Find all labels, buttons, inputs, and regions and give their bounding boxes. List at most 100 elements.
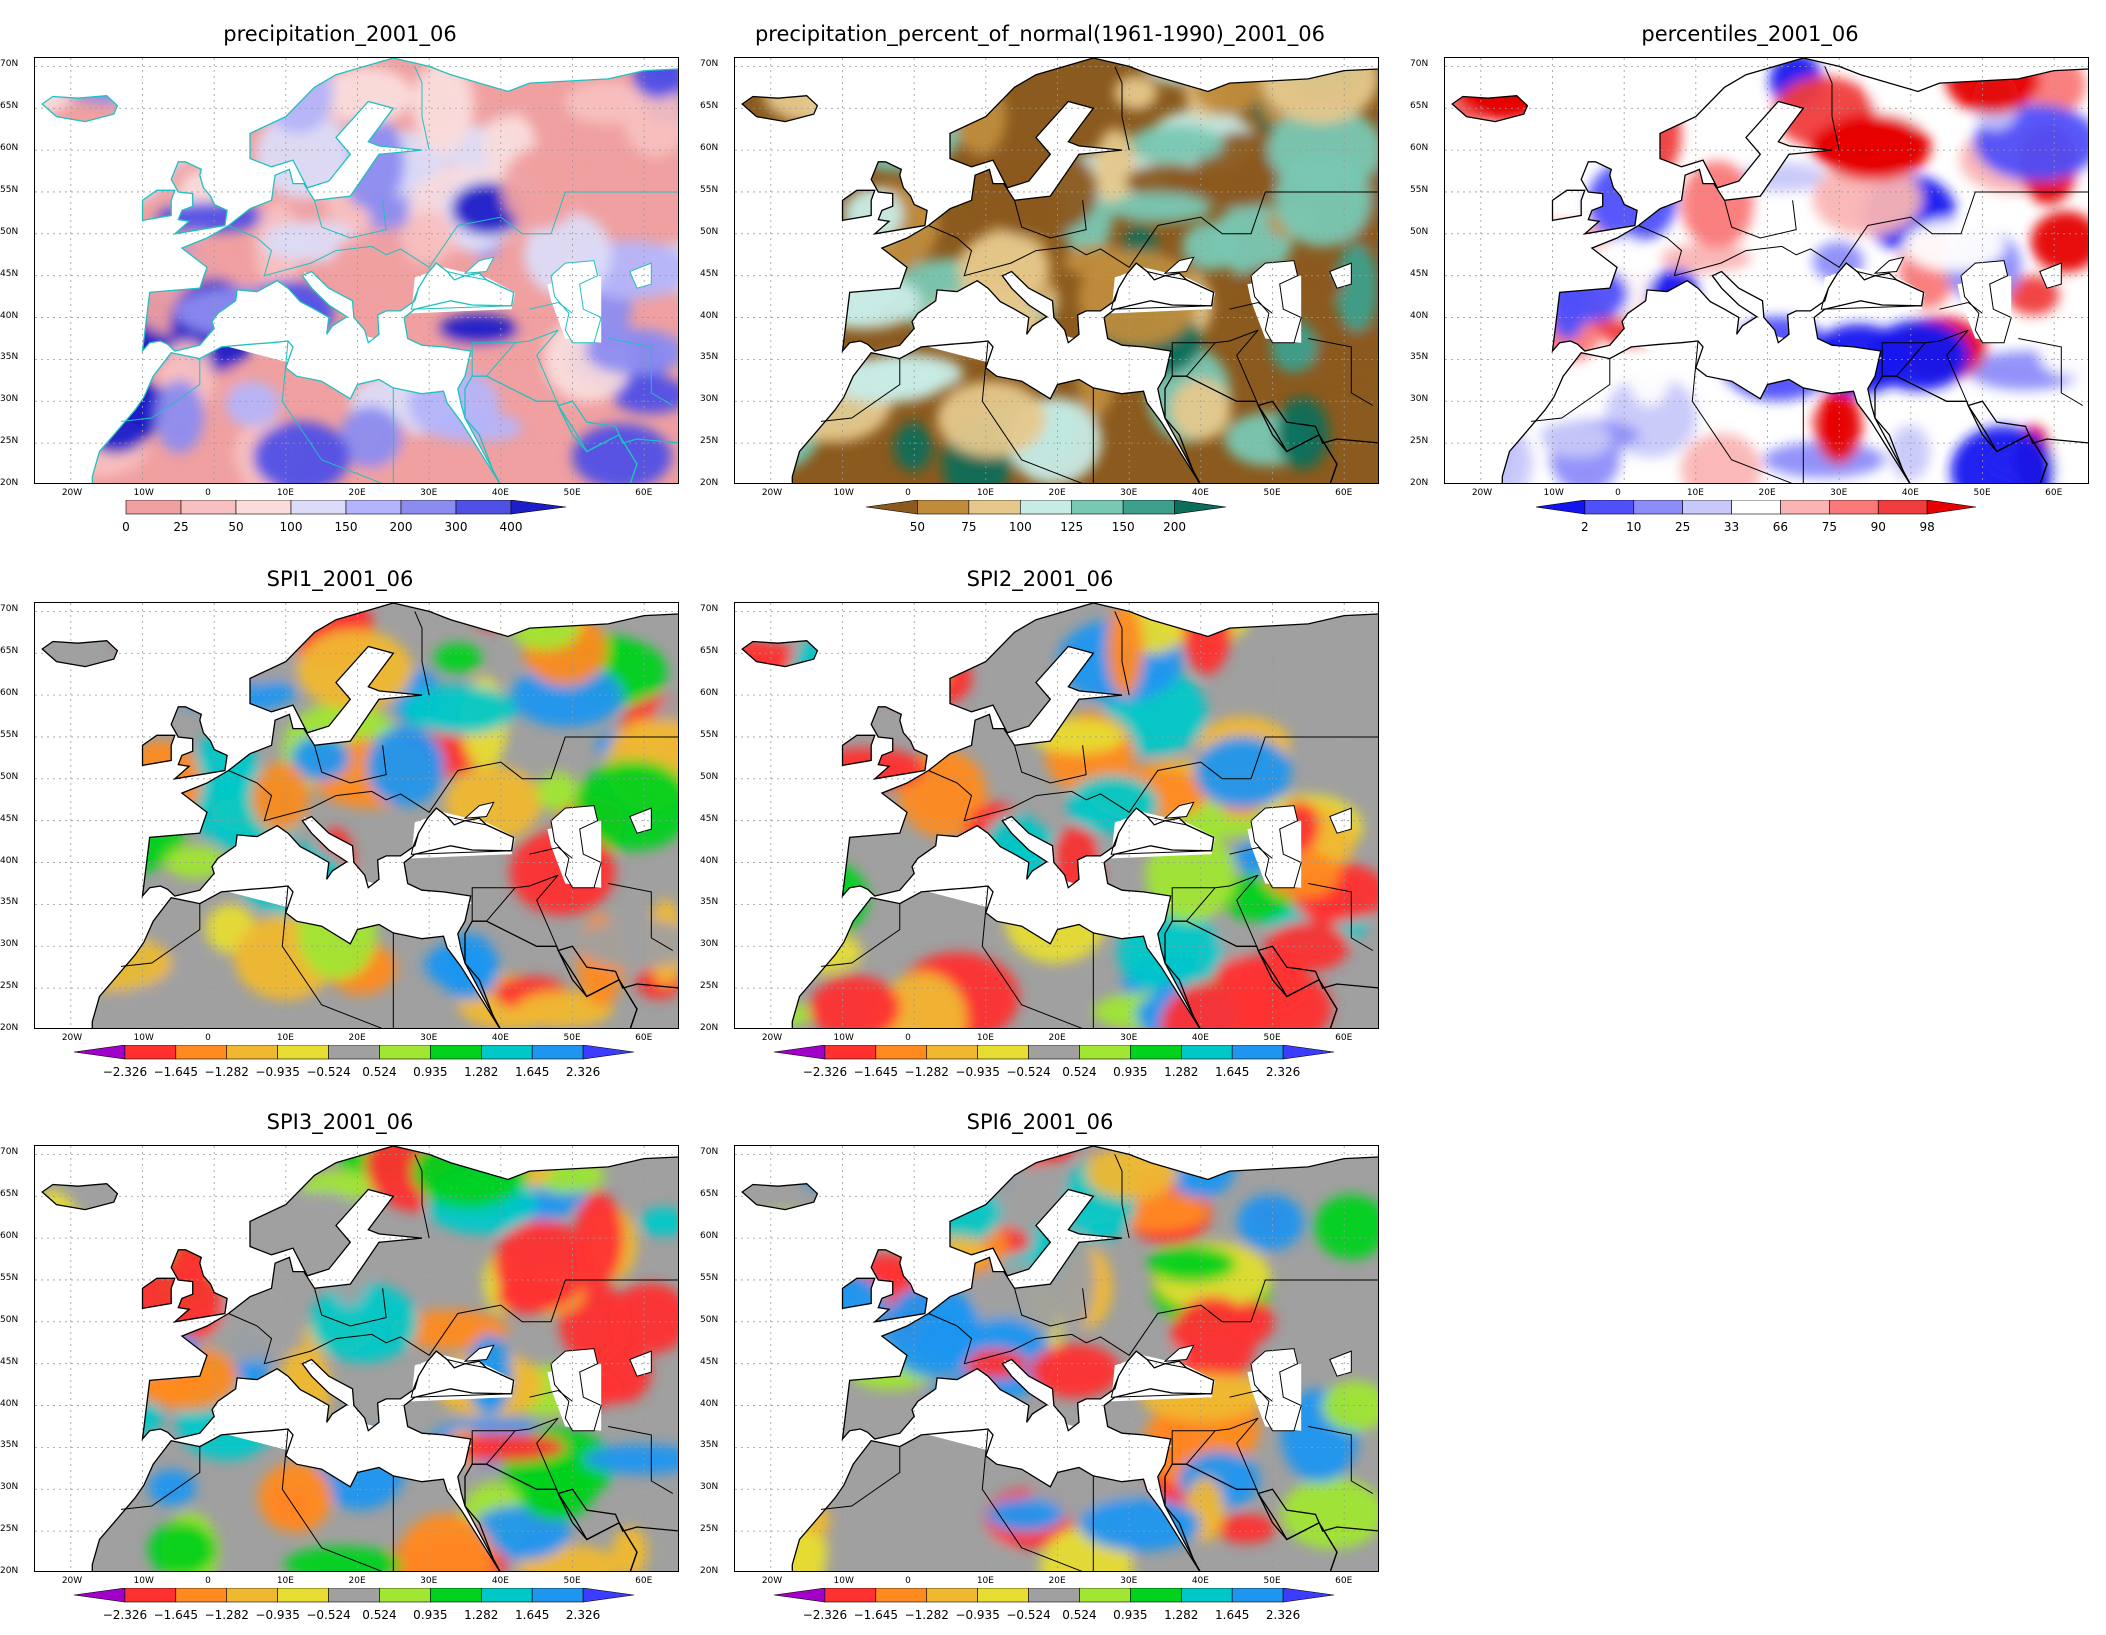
field-contour xyxy=(1575,58,1668,92)
colorbar-tick-label: 2.326 xyxy=(1265,1065,1301,1079)
colorbar-tick-label: −1.282 xyxy=(904,1065,949,1079)
field-contour xyxy=(1546,247,1589,341)
graticule xyxy=(735,58,1378,483)
lat-tick-label: 25N xyxy=(700,981,719,992)
country-border xyxy=(1114,66,1130,151)
colorbar-swatch xyxy=(926,1045,978,1060)
field-contour xyxy=(1739,162,1827,192)
colorbar-swatch xyxy=(480,1588,533,1603)
colorbar-tick-label: 90 xyxy=(1870,520,1886,534)
lat-tick-label: 50N xyxy=(1410,226,1429,237)
field-contour xyxy=(1680,433,1762,483)
colorbar-swatch xyxy=(277,1588,329,1603)
colorbar-swatch xyxy=(531,1045,584,1060)
field-contour xyxy=(894,422,933,471)
field-contour xyxy=(1262,606,1322,662)
colorbar-swatch xyxy=(180,500,237,515)
field-contour xyxy=(510,664,624,728)
country-border xyxy=(1114,611,1130,696)
field-contour xyxy=(1623,93,1682,180)
colorbar-swatch xyxy=(328,1588,380,1603)
colorbar-tick-label: 66 xyxy=(1772,520,1789,534)
field-contour xyxy=(1194,736,1292,809)
panel-title: precipitation_percent_of_normal(1961-199… xyxy=(754,22,1326,46)
lon-tick-label: 0 xyxy=(905,1576,911,1586)
field-contour xyxy=(742,1249,809,1282)
field-contour xyxy=(742,823,782,854)
lat-tick-label: 25N xyxy=(1410,436,1429,447)
country-border xyxy=(1014,745,1087,784)
country-border xyxy=(486,874,559,947)
lat-tick-label: 70N xyxy=(0,59,19,70)
lat-tick-label: 45N xyxy=(700,1356,719,1367)
colorbar-tick-label: 1.645 xyxy=(1214,1608,1250,1622)
lon-tick-label: 0 xyxy=(205,488,211,498)
field-contour xyxy=(408,369,499,440)
coastline xyxy=(91,885,501,1028)
field-contour xyxy=(891,613,940,693)
colorbar-swatch xyxy=(1584,500,1635,515)
inland-sea xyxy=(1873,256,1905,274)
field-contour xyxy=(258,1462,333,1533)
colorbar-tick-label: 400 xyxy=(499,520,523,534)
inland-sea xyxy=(1329,262,1352,289)
country-border xyxy=(414,1154,430,1239)
country-border xyxy=(228,736,678,822)
map-frame xyxy=(34,1145,679,1572)
coastline xyxy=(141,1277,176,1310)
lat-tick-label: 20N xyxy=(0,1566,19,1576)
field-contour xyxy=(583,1444,678,1475)
field-contour xyxy=(907,651,973,706)
country-border xyxy=(1691,340,1793,483)
map-frame xyxy=(34,57,679,484)
lon-tick-label: 20W xyxy=(761,1576,783,1586)
coastline xyxy=(1164,1463,1338,1571)
lat-tick-label: 30N xyxy=(0,939,19,950)
country-border xyxy=(529,301,573,314)
coastline xyxy=(41,1183,119,1211)
colorbar-swatch xyxy=(379,1588,431,1603)
lat-tick-label: 35N xyxy=(1410,352,1429,363)
lon-tick-label: 60E xyxy=(1335,1033,1353,1043)
field-contour xyxy=(742,205,785,240)
field-contour xyxy=(1114,75,1158,110)
colorbar-tick-label: −0.524 xyxy=(1006,1065,1051,1079)
colorbar-tick-label: −1.645 xyxy=(853,1065,899,1079)
lat-tick-label: 55N xyxy=(700,1272,719,1283)
lon-tick-label: 10E xyxy=(1686,488,1704,498)
coastline xyxy=(841,603,1378,1028)
colorbar-tick-label: 75 xyxy=(961,520,977,534)
lat-tick-label: 70N xyxy=(700,604,719,615)
inland-sea xyxy=(463,801,495,819)
lon-tick-label: 20E xyxy=(348,1033,366,1043)
colorbar-swatch xyxy=(1174,500,1227,515)
field-contour xyxy=(853,353,964,393)
map-frame xyxy=(1444,57,2089,484)
country-border xyxy=(1724,200,1797,239)
colorbar-tick-label: 150 xyxy=(334,520,358,534)
field-contour xyxy=(147,1521,216,1571)
inland-sea xyxy=(1163,1344,1195,1362)
field-contour xyxy=(1660,243,1752,274)
colorbar-swatch xyxy=(926,1588,978,1603)
colorbar-tick-label: 100 xyxy=(1008,520,1032,534)
coastline xyxy=(791,1428,1201,1571)
coastline xyxy=(141,58,678,483)
lat-tick-label: 50N xyxy=(700,1314,719,1325)
lat-tick-label: 55N xyxy=(1410,184,1429,195)
lat-tick-label: 25N xyxy=(700,436,719,447)
field-contour xyxy=(609,1282,678,1354)
colorbar-swatch xyxy=(1682,500,1732,515)
lat-tick-label: 45N xyxy=(700,268,719,279)
colorbar-swatch xyxy=(1231,1045,1284,1060)
field-contour xyxy=(412,59,474,153)
colorbar-swatch xyxy=(1180,1588,1233,1603)
coastline xyxy=(141,1146,678,1571)
field-contour xyxy=(742,833,793,906)
field-contour xyxy=(255,110,352,199)
country-border xyxy=(981,1428,1083,1571)
field-contour xyxy=(776,931,863,974)
field-contour xyxy=(65,1246,128,1317)
lat-tick-label: 20N xyxy=(700,1023,719,1033)
lon-tick-label: 40E xyxy=(491,1576,509,1586)
